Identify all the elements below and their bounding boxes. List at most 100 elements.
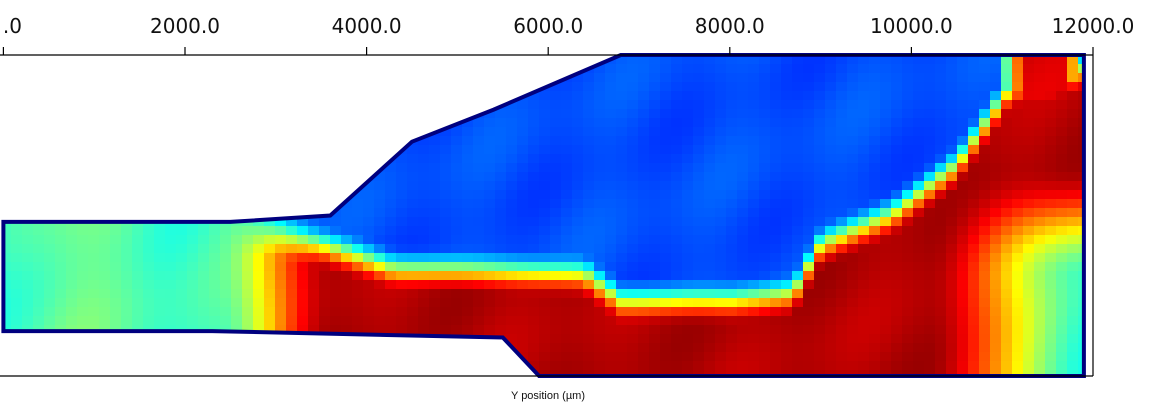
heatmap-cell bbox=[275, 199, 287, 209]
heatmap-cell bbox=[363, 343, 375, 353]
heatmap-cell bbox=[429, 64, 441, 74]
heatmap-cell bbox=[187, 91, 199, 101]
heatmap-cell bbox=[726, 316, 738, 326]
heatmap-cell bbox=[363, 100, 375, 110]
heatmap-cell bbox=[759, 244, 771, 254]
heatmap-cell bbox=[660, 370, 672, 376]
heatmap-cell bbox=[627, 199, 639, 209]
heatmap-cell bbox=[55, 73, 67, 83]
heatmap-cell bbox=[198, 253, 210, 263]
heatmap-cell bbox=[847, 361, 859, 371]
heatmap-cell bbox=[77, 64, 89, 74]
heatmap-cell bbox=[649, 163, 661, 173]
heatmap-cell bbox=[55, 163, 67, 173]
heatmap-cell bbox=[121, 298, 133, 308]
heatmap-cell bbox=[198, 244, 210, 254]
heatmap-cell bbox=[913, 280, 925, 290]
heatmap-cell bbox=[902, 199, 914, 209]
heatmap-cell bbox=[715, 100, 727, 110]
heatmap-cell bbox=[858, 289, 870, 299]
heatmap-cell bbox=[935, 154, 947, 164]
heatmap-cell bbox=[1034, 73, 1046, 83]
heatmap-cell bbox=[319, 64, 331, 74]
heatmap-cell bbox=[550, 145, 562, 155]
heatmap-cell bbox=[308, 352, 320, 362]
heatmap-cell bbox=[154, 289, 166, 299]
heatmap-cell bbox=[330, 235, 342, 245]
heatmap-cell bbox=[187, 361, 199, 371]
heatmap-cell bbox=[242, 361, 254, 371]
heatmap-cell bbox=[1078, 64, 1084, 74]
heatmap-cell bbox=[55, 235, 67, 245]
heatmap-cell bbox=[363, 127, 375, 137]
heatmap-cell bbox=[484, 298, 496, 308]
heatmap-cell bbox=[671, 199, 683, 209]
heatmap-cell bbox=[143, 127, 155, 137]
heatmap-cell bbox=[1023, 352, 1035, 362]
heatmap-cell bbox=[1089, 316, 1101, 326]
heatmap-cell bbox=[638, 154, 650, 164]
heatmap-cell bbox=[132, 199, 144, 209]
heatmap-cell bbox=[3, 352, 12, 362]
heatmap-cell bbox=[187, 271, 199, 281]
heatmap-cell bbox=[869, 199, 881, 209]
heatmap-cell bbox=[979, 208, 991, 218]
heatmap-cell bbox=[66, 280, 78, 290]
heatmap-cell bbox=[33, 226, 45, 236]
heatmap-cell bbox=[264, 136, 276, 146]
heatmap-cell bbox=[792, 208, 804, 218]
heatmap-cell bbox=[308, 271, 320, 281]
heatmap-cell bbox=[1078, 262, 1084, 272]
heatmap-cell bbox=[385, 343, 397, 353]
heatmap-cell bbox=[33, 235, 45, 245]
heatmap-cell bbox=[737, 271, 749, 281]
heatmap-cell bbox=[638, 334, 650, 344]
heatmap-cell bbox=[671, 352, 683, 362]
heatmap-cell bbox=[1045, 136, 1057, 146]
heatmap-cell bbox=[55, 208, 67, 218]
heatmap-cell bbox=[605, 136, 617, 146]
heatmap-cell bbox=[924, 100, 936, 110]
heatmap-cell bbox=[979, 307, 991, 317]
heatmap-cell bbox=[264, 226, 276, 236]
heatmap-cell bbox=[1034, 343, 1046, 353]
heatmap-cell bbox=[484, 82, 496, 92]
heatmap-cell bbox=[1045, 352, 1057, 362]
heatmap-cell bbox=[242, 352, 254, 362]
heatmap-cell bbox=[1023, 271, 1035, 281]
heatmap-cell bbox=[847, 181, 859, 191]
heatmap-cell bbox=[242, 118, 254, 128]
heatmap-cell bbox=[759, 181, 771, 191]
heatmap-cell bbox=[1023, 73, 1035, 83]
heatmap-cell bbox=[77, 154, 89, 164]
heatmap-cell bbox=[594, 361, 606, 371]
heatmap-cell bbox=[330, 55, 342, 65]
heatmap-cell bbox=[1056, 271, 1068, 281]
heatmap-cell bbox=[924, 253, 936, 263]
heatmap-cell bbox=[506, 325, 518, 335]
heatmap-cell bbox=[572, 127, 584, 137]
heatmap-cell bbox=[88, 127, 100, 137]
heatmap-cell bbox=[561, 325, 573, 335]
heatmap-cell bbox=[847, 172, 859, 182]
heatmap-cell bbox=[220, 289, 232, 299]
heatmap-cell bbox=[33, 136, 45, 146]
heatmap-cell bbox=[352, 163, 364, 173]
heatmap-cell bbox=[803, 163, 815, 173]
heatmap-cell bbox=[792, 172, 804, 182]
heatmap-cell bbox=[814, 307, 826, 317]
x-tick-label: 4000.0 bbox=[332, 14, 402, 38]
heatmap-cell bbox=[550, 289, 562, 299]
heatmap-cell bbox=[1056, 64, 1068, 74]
heatmap-cell bbox=[693, 343, 705, 353]
heatmap-cell bbox=[715, 343, 727, 353]
heatmap-cell bbox=[1023, 289, 1035, 299]
heatmap-cell bbox=[154, 370, 166, 376]
heatmap-cell bbox=[902, 73, 914, 83]
heatmap-cell bbox=[902, 82, 914, 92]
heatmap-cell bbox=[330, 343, 342, 353]
heatmap-cell bbox=[275, 307, 287, 317]
heatmap-cell bbox=[935, 271, 947, 281]
heatmap-cell bbox=[693, 208, 705, 218]
heatmap-cell bbox=[836, 199, 848, 209]
